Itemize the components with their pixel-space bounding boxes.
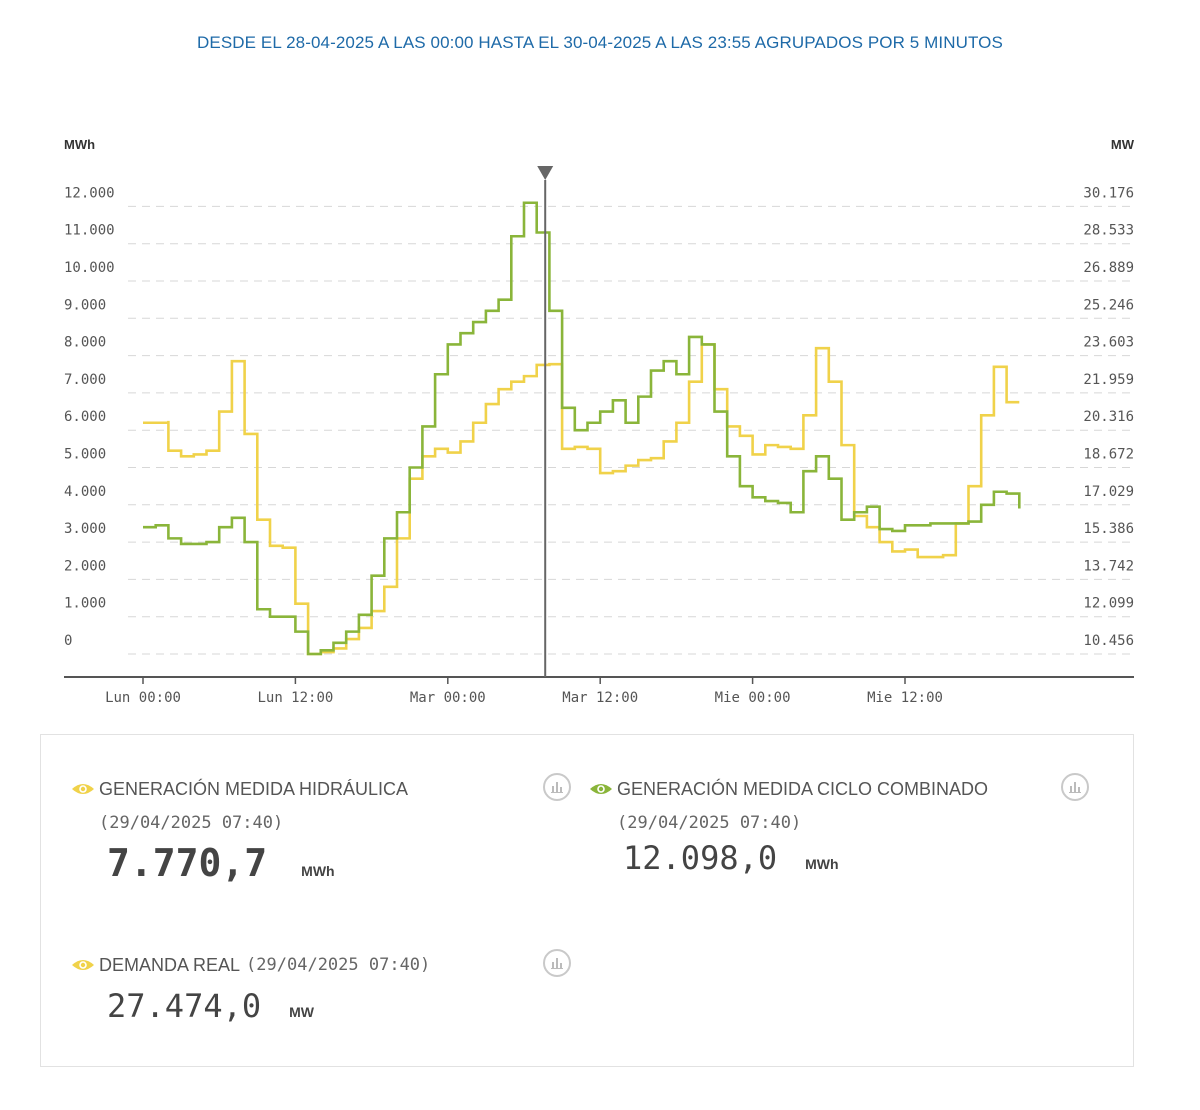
combined-card: GENERACIÓN MEDIDA CICLO COMBINADO (29/04… — [589, 777, 988, 877]
hydro-label: GENERACIÓN MEDIDA HIDRÁULICA — [99, 778, 409, 799]
demand-unit: MW — [289, 1004, 315, 1020]
right-tick-label: 28.533 — [1083, 223, 1134, 239]
eye-icon[interactable] — [71, 958, 95, 972]
bar-chart-icon — [1069, 782, 1081, 793]
right-tick-label: 18.672 — [1083, 447, 1134, 463]
hydro-card: GENERACIÓN MEDIDA HIDRÁULICA (29/04/2025… — [71, 777, 408, 885]
combined-chart-button[interactable] — [1061, 773, 1089, 801]
hydro-unit: MWh — [301, 863, 335, 879]
demand-chart-button[interactable] — [543, 949, 571, 977]
bar-chart-icon — [551, 782, 563, 793]
x-tick-label: Mie 00:00 — [715, 690, 791, 706]
right-tick-label: 25.246 — [1083, 297, 1134, 313]
left-tick-label: 11.000 — [64, 223, 115, 239]
left-tick-label: 3.000 — [64, 521, 106, 537]
combined-value: 12.098,0 — [623, 839, 778, 877]
eye-icon[interactable] — [71, 782, 95, 796]
left-tick-label: 1.000 — [64, 596, 106, 612]
x-tick-label: Lun 12:00 — [257, 690, 333, 706]
demand-label: DEMANDA REAL — [99, 954, 241, 975]
left-tick-label: 5.000 — [64, 447, 106, 463]
hydro-chart-button[interactable] — [543, 773, 571, 801]
x-tick-label: Mie 12:00 — [867, 690, 943, 706]
combined-unit: MWh — [805, 856, 839, 872]
chart[interactable]: MWh MW 12.000 11.000 10.000 9.000 8.000 7.000… — [0, 0, 1200, 720]
right-tick-label: 15.386 — [1083, 521, 1134, 537]
left-tick-label: 0 — [64, 633, 72, 649]
right-tick-label: 21.959 — [1083, 372, 1134, 388]
left-tick-label: 8.000 — [64, 335, 106, 351]
left-axis-unit: MWh — [64, 137, 95, 152]
left-tick-label: 6.000 — [64, 409, 106, 425]
left-tick-label: 7.000 — [64, 372, 106, 388]
bar-chart-icon — [551, 958, 563, 969]
right-tick-label: 17.029 — [1083, 484, 1134, 500]
right-tick-label: 10.456 — [1083, 633, 1134, 649]
right-tick-label: 30.176 — [1083, 185, 1134, 201]
hydro-date: (29/04/2025 07:40) — [99, 813, 284, 833]
left-tick-label: 4.000 — [64, 484, 106, 500]
page-title: DESDE EL 28-04-2025 A LAS 00:00 HASTA EL… — [197, 33, 1003, 52]
combined-date: (29/04/2025 07:40) — [617, 813, 802, 833]
demand-date: (29/04/2025 07:40) — [246, 955, 431, 975]
x-tick-label: Mar 12:00 — [562, 690, 638, 706]
combined-series-line — [143, 201, 1021, 656]
hydro-series-line — [143, 343, 1020, 656]
right-axis-unit: MW — [1111, 137, 1135, 152]
left-tick-label: 2.000 — [64, 558, 106, 574]
x-tick-label: Lun 00:00 — [105, 690, 181, 706]
right-tick-label: 13.742 — [1083, 558, 1134, 574]
values-panel: GENERACIÓN MEDIDA HIDRÁULICA (29/04/2025… — [40, 734, 1134, 1067]
x-tick-label: Mar 00:00 — [410, 690, 486, 706]
right-tick-label: 20.316 — [1083, 409, 1134, 425]
cursor-marker-icon[interactable] — [537, 166, 554, 180]
demand-value: 27.474,0 — [107, 987, 262, 1025]
right-tick-label: 12.099 — [1083, 596, 1134, 612]
right-tick-label: 23.603 — [1083, 335, 1134, 351]
hydro-value: 7.770,7 — [107, 841, 268, 885]
left-tick-label: 12.000 — [64, 185, 115, 201]
demand-card: DEMANDA REAL (29/04/2025 07:40) 27.474,0… — [71, 953, 430, 1025]
left-tick-label: 10.000 — [64, 260, 115, 276]
eye-icon[interactable] — [589, 782, 613, 796]
right-tick-label: 26.889 — [1083, 260, 1134, 276]
left-tick-label: 9.000 — [64, 297, 106, 313]
combined-label: GENERACIÓN MEDIDA CICLO COMBINADO — [617, 778, 989, 799]
